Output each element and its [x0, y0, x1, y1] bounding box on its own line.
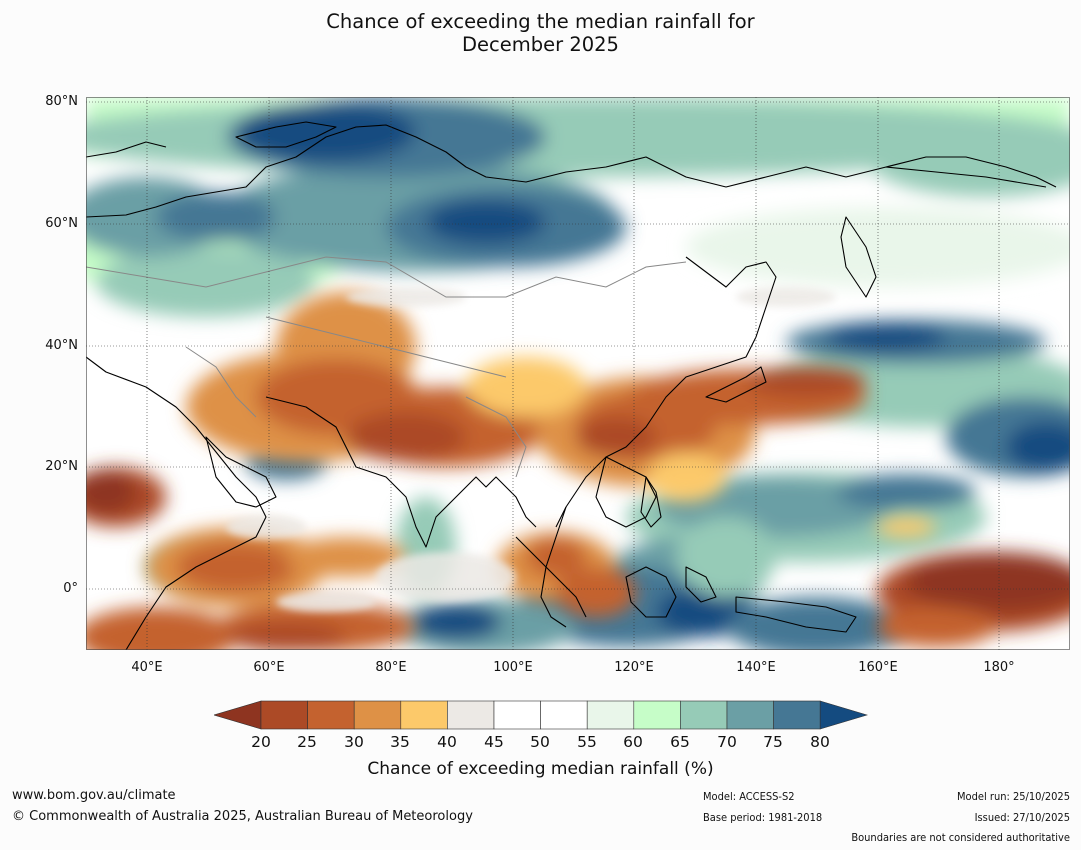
- lat-label-0: 0°: [63, 581, 78, 596]
- coastlines: [86, 121, 1057, 650]
- graticule: [86, 97, 1070, 650]
- colorbar-bin-75-80: [773, 700, 821, 730]
- colorbar-tick-20: 20: [251, 733, 271, 751]
- issued-date: Issued: 27/10/2025: [974, 811, 1070, 824]
- colorbar-bin-40-45: [447, 700, 495, 730]
- lon-label-100e: 100°E: [493, 660, 533, 675]
- colorbar-tick-45: 45: [484, 733, 504, 751]
- colorbar-bin-65-70: [680, 700, 728, 730]
- colorbar-bin-55-60: [586, 700, 635, 730]
- colorbar-tick-35: 35: [390, 733, 410, 751]
- lon-label-40e: 40°E: [131, 660, 163, 675]
- colorbar-bin-25-30: [307, 700, 355, 730]
- colorbar-tick-75: 75: [763, 733, 783, 751]
- lat-label-80n: 80°N: [45, 94, 78, 109]
- rainfall-probability-map: [86, 97, 1070, 650]
- colorbar-bin-45-50: [493, 700, 541, 730]
- lon-label-60e: 60°E: [253, 660, 285, 675]
- title-line-2: December 2025: [462, 33, 619, 56]
- lon-label-140e: 140°E: [736, 660, 776, 675]
- model-run-date: Model run: 25/10/2025: [957, 790, 1070, 803]
- lon-label-80e: 80°E: [375, 660, 407, 675]
- colorbar-arrow-above: [819, 700, 868, 730]
- colorbar-label: Chance of exceeding median rainfall (%): [367, 759, 714, 779]
- colorbar-bin-30-35: [353, 700, 402, 730]
- title-line-1: Chance of exceeding the median rainfall …: [326, 10, 755, 33]
- colorbar-bin-50-55: [540, 700, 588, 730]
- colorbar-tick-30: 30: [344, 733, 364, 751]
- lat-label-20n: 20°N: [45, 459, 78, 474]
- neutral-regions: [226, 287, 836, 612]
- lat-label-40n: 40°N: [45, 338, 78, 353]
- colorbar-arrow-below: [214, 700, 262, 730]
- dry-anomaly-regions: [86, 292, 1070, 650]
- colorbar-tick-50: 50: [530, 733, 550, 751]
- colorbar-tick-40: 40: [437, 733, 457, 751]
- colorbar-bin-70-75: [726, 700, 774, 730]
- colorbar-tick-70: 70: [717, 733, 737, 751]
- lon-label-180: 180°: [983, 660, 1015, 675]
- colorbar-tick-60: 60: [623, 733, 643, 751]
- bom-url-link[interactable]: www.bom.gov.au/climate: [12, 788, 176, 803]
- colorbar: [214, 700, 868, 730]
- copyright-text: © Commonwealth of Australia 2025, Austra…: [12, 809, 473, 824]
- lon-label-160e: 160°E: [858, 660, 898, 675]
- base-period: Base period: 1981-2018: [703, 811, 823, 824]
- colorbar-bin-35-40: [400, 700, 448, 730]
- lat-label-60n: 60°N: [45, 216, 78, 231]
- lon-label-120e: 120°E: [614, 660, 654, 675]
- country-borders: [86, 256, 687, 478]
- colorbar-tick-25: 25: [297, 733, 317, 751]
- chart-title: Chance of exceeding the median rainfall …: [0, 10, 1081, 56]
- model-name: Model: ACCESS-S2: [703, 790, 795, 803]
- colorbar-tick-80: 80: [810, 733, 830, 751]
- colorbar-tick-65: 65: [670, 733, 690, 751]
- boundary-disclaimer: Boundaries are not considered authoritat…: [851, 831, 1070, 844]
- colorbar-bin-20-25: [260, 700, 308, 730]
- colorbar-tick-55: 55: [577, 733, 597, 751]
- colorbar-bin-60-65: [633, 700, 681, 730]
